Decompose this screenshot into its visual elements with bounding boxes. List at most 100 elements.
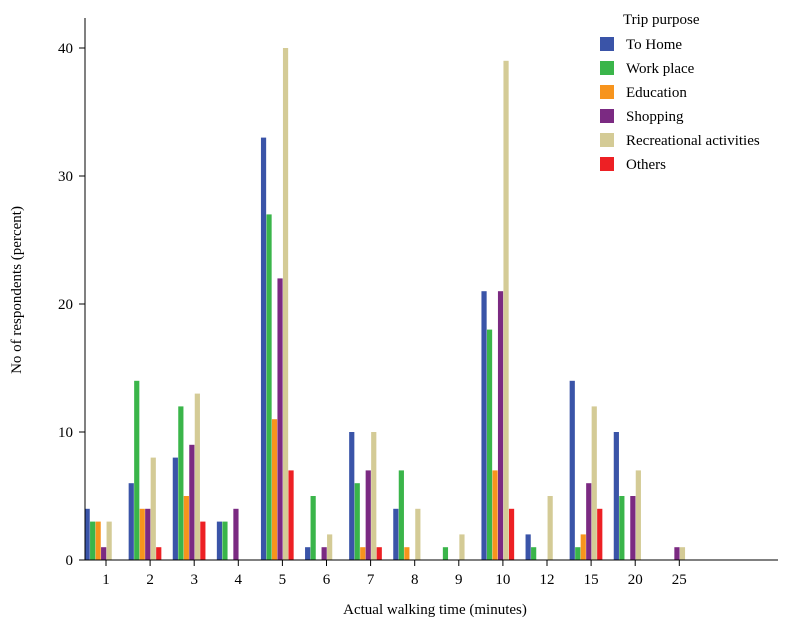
x-tick-label: 12: [540, 572, 555, 588]
bars-layer: [84, 48, 686, 561]
bar: [222, 521, 228, 560]
legend-label: Others: [626, 157, 666, 173]
x-tick-label: 8: [411, 572, 419, 588]
x-axis-ticks: 1 2 3 4 5 6 7 8 9 10 12 15 20 25: [102, 560, 687, 588]
legend-label: Shopping: [626, 109, 684, 125]
x-axis-title: Actual walking time (minutes): [343, 602, 527, 618]
bar: [84, 508, 90, 560]
bar: [586, 483, 592, 560]
bar: [415, 508, 421, 560]
y-tick-label: 20: [58, 297, 73, 313]
bar: [360, 547, 366, 560]
bar: [95, 521, 101, 560]
y-axis-title: No of respondents (percent): [9, 206, 25, 374]
legend-title: Trip purpose: [623, 12, 700, 28]
bar: [619, 496, 625, 560]
x-tick-label: 2: [146, 572, 154, 588]
bar: [486, 329, 493, 560]
y-axis-ticks: 0 10 20 30 40: [58, 41, 85, 569]
bar: [503, 60, 509, 561]
x-tick-label: 7: [367, 572, 375, 588]
x-tick-label: 15: [584, 572, 599, 588]
bar: [492, 470, 498, 560]
bar: [591, 406, 597, 560]
bar: [216, 521, 223, 560]
bar: [128, 483, 134, 560]
bar: [101, 547, 107, 560]
bar: [525, 534, 531, 560]
y-tick-label: 10: [58, 425, 73, 441]
bar: [321, 547, 327, 560]
bar: [569, 380, 575, 560]
x-tick-label: 1: [102, 572, 110, 588]
bar: [442, 547, 449, 560]
bar: [172, 457, 178, 560]
bar: [266, 214, 272, 560]
bar: [156, 547, 162, 560]
bar: [459, 534, 465, 560]
bar: [90, 521, 96, 560]
bar: [398, 470, 404, 560]
y-tick-label: 0: [66, 553, 74, 569]
bar: [271, 419, 278, 560]
x-tick-label: 3: [190, 572, 198, 588]
bar: [679, 547, 686, 560]
bar: [404, 547, 410, 560]
bar: [139, 508, 145, 560]
x-tick-label: 5: [279, 572, 287, 588]
bar: [305, 547, 311, 560]
y-tick-label: 40: [58, 41, 73, 57]
legend-label: Recreational activities: [626, 133, 760, 149]
bar: [365, 470, 371, 560]
bar: [277, 278, 283, 560]
bar: [349, 432, 355, 560]
bar: [630, 496, 636, 560]
legend-swatch: [600, 61, 614, 75]
x-tick-label: 6: [323, 572, 331, 588]
bar: [393, 508, 399, 560]
x-tick-label: 10: [495, 572, 510, 588]
x-tick-label: 20: [628, 572, 643, 588]
bar: [580, 534, 586, 560]
bar: [282, 48, 289, 560]
legend-swatch: [600, 109, 614, 123]
x-tick-label: 4: [235, 572, 243, 588]
bar: [376, 547, 382, 560]
bar: [194, 393, 200, 560]
bar: [371, 432, 377, 560]
bar: [178, 406, 184, 560]
bar: [575, 547, 581, 560]
bar: [635, 470, 641, 560]
legend-swatch: [600, 157, 614, 171]
bar: [354, 483, 360, 560]
bar: [183, 496, 189, 560]
bar: [497, 291, 504, 560]
bar: [145, 508, 151, 560]
bar: [597, 508, 603, 560]
x-tick-label: 9: [455, 572, 463, 588]
bar: [613, 432, 619, 560]
bar: [260, 137, 267, 560]
bar: [674, 547, 680, 560]
x-tick-label: 25: [672, 572, 687, 588]
y-tick-label: 30: [58, 169, 73, 185]
bar: [200, 521, 206, 560]
bar: [150, 457, 156, 560]
bar: [531, 547, 537, 560]
bar: [189, 444, 195, 560]
bar: [481, 291, 487, 560]
bar: [134, 380, 140, 560]
bar: [327, 534, 333, 560]
legend-swatch: [600, 37, 614, 51]
bar: [547, 496, 553, 560]
bar: [508, 508, 515, 560]
bar: [288, 470, 294, 560]
bar: [310, 496, 316, 560]
legend-swatch: [600, 133, 614, 147]
bar: [233, 508, 239, 560]
legend-label: Education: [626, 85, 687, 101]
legend-label: Work place: [626, 61, 695, 77]
legend-swatch: [600, 85, 614, 99]
